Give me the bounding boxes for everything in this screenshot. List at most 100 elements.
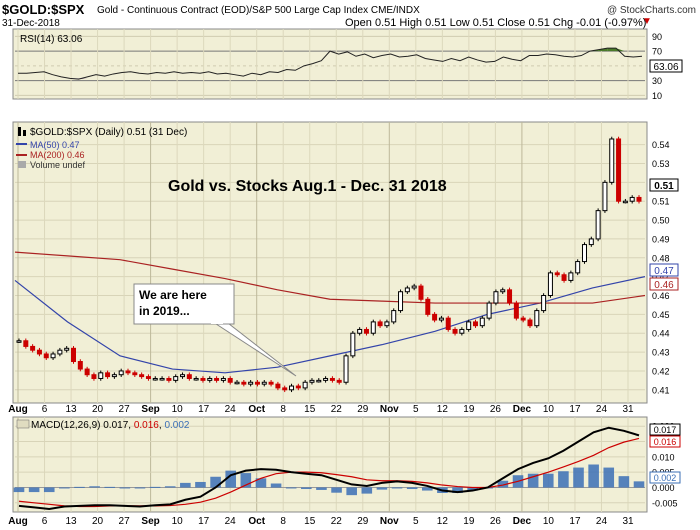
price-legend-icon — [18, 127, 26, 136]
candle-body — [329, 377, 335, 381]
candle-body — [581, 244, 587, 263]
macd-tick-label: 0.010 — [652, 452, 675, 462]
candle-body — [609, 138, 615, 183]
signal-tag: 0.016 — [649, 435, 681, 448]
annotation-text: We are here in 2019... — [139, 288, 207, 318]
candle-body — [132, 372, 138, 376]
candle-body — [602, 181, 608, 212]
macd-legend-hist: 0.002 — [164, 420, 189, 431]
x-tick-label: 26 — [490, 404, 502, 415]
x-tick-label: 12 — [437, 404, 449, 415]
candle-body — [445, 317, 451, 330]
x-tick-label: 24 — [225, 404, 237, 415]
candle-body — [541, 295, 547, 312]
macd-legend-signal: 0.016 — [134, 420, 159, 431]
macd-hist-bar — [89, 486, 100, 488]
x-tick-label: 10 — [172, 404, 184, 415]
volume-legend: Volume undef — [30, 160, 86, 170]
x-tick-label-bottom: 20 — [92, 516, 104, 527]
candle-body — [418, 285, 424, 300]
macd-hist-bar — [422, 487, 433, 491]
macd-hist-bar — [331, 487, 342, 493]
candle-body — [173, 376, 179, 381]
x-tick-label-bottom: 26 — [490, 516, 502, 527]
macd-hist-bar — [497, 480, 509, 488]
macd-tick-label: 0.000 — [652, 483, 675, 493]
price-panel — [12, 121, 648, 404]
price-tick-label: 0.48 — [652, 253, 670, 263]
candle-body — [629, 196, 635, 202]
macd-hist-bar — [43, 487, 55, 493]
candle-body — [234, 381, 240, 385]
candle-body — [425, 298, 431, 315]
x-tick-label: Sep — [141, 404, 159, 415]
macd-hist-bar — [225, 470, 236, 488]
macd-hist-bar — [164, 486, 176, 488]
x-tick-label: 27 — [119, 404, 131, 415]
macd-hist-bar — [558, 471, 569, 488]
macd-hist-bar — [588, 464, 599, 488]
price-tick-label: 0.44 — [652, 329, 670, 339]
candle-body — [145, 376, 151, 379]
candle-body — [43, 353, 49, 359]
candle-body — [432, 313, 438, 321]
macd-hist-bar — [376, 487, 388, 490]
macd-line — [18, 426, 640, 510]
x-tick-label: Oct — [248, 404, 265, 415]
x-tick-label: 15 — [304, 404, 316, 415]
x-tick-label: 10 — [543, 404, 555, 415]
candle-body — [486, 302, 492, 319]
candle-body — [459, 328, 465, 334]
symbol-title: $GOLD:$SPX — [2, 2, 85, 17]
macd-tick-label: -0.005 — [652, 498, 678, 508]
candle-body — [404, 287, 410, 293]
x-tick-label-bottom: 19 — [463, 516, 475, 527]
macd-hist-bar — [316, 487, 327, 490]
price-close-tag: 0.51 — [649, 178, 679, 192]
x-tick-label-bottom: Aug — [8, 516, 27, 527]
x-tick-label-bottom: 31 — [622, 516, 634, 527]
quote-line: Open 0.51 High 0.51 Low 0.51 Close 0.51 … — [345, 17, 647, 29]
candle-body — [411, 285, 417, 289]
rsi-line — [18, 47, 643, 80]
macd-legend-value: 0.017 — [103, 420, 128, 431]
candle-body — [316, 379, 322, 383]
price-tick-label: 0.53 — [652, 159, 670, 169]
x-tick-label: 17 — [198, 404, 210, 415]
candle-body — [513, 302, 519, 319]
annotation-callout — [133, 283, 297, 377]
x-tick-label-bottom: 13 — [65, 516, 77, 527]
hist-tag: 0.002 — [649, 471, 681, 484]
candle-body — [77, 361, 83, 370]
candle-body — [350, 332, 356, 357]
x-tick-label-bottom: 12 — [437, 516, 449, 527]
x-tick-label-bottom: 15 — [304, 516, 316, 527]
macd-hist-bar — [452, 487, 463, 493]
x-tick-label-bottom: 24 — [225, 516, 237, 527]
macd-tag: 0.017 — [649, 423, 681, 436]
annotation-text-box: We are here in 2019... — [139, 288, 207, 318]
macd-hist-bar — [255, 478, 267, 488]
x-tick-label: 29 — [357, 404, 369, 415]
candle-body — [295, 385, 301, 389]
x-tick-label: 8 — [280, 404, 286, 415]
x-tick-label: 19 — [463, 404, 475, 415]
signal-tag-text: 0.016 — [654, 437, 677, 447]
candle-body — [50, 353, 56, 359]
macd-hist-bar — [406, 487, 418, 490]
macd-hist-bar — [210, 476, 221, 488]
candle-body — [520, 317, 526, 321]
candle-body — [200, 377, 206, 381]
x-tick-label: Dec — [513, 404, 532, 415]
candle-body — [241, 381, 247, 385]
candle-body — [568, 272, 574, 281]
candle-body — [57, 349, 63, 355]
ma200-tag: 0.46 — [649, 277, 679, 291]
x-tick-label-bottom: Oct — [248, 516, 265, 527]
x-tick-label-bottom: 24 — [596, 516, 608, 527]
price-tick-label: 0.43 — [652, 348, 670, 358]
candle-body — [111, 374, 117, 378]
candle-body — [547, 272, 553, 297]
macd-hist-bar — [28, 487, 40, 493]
